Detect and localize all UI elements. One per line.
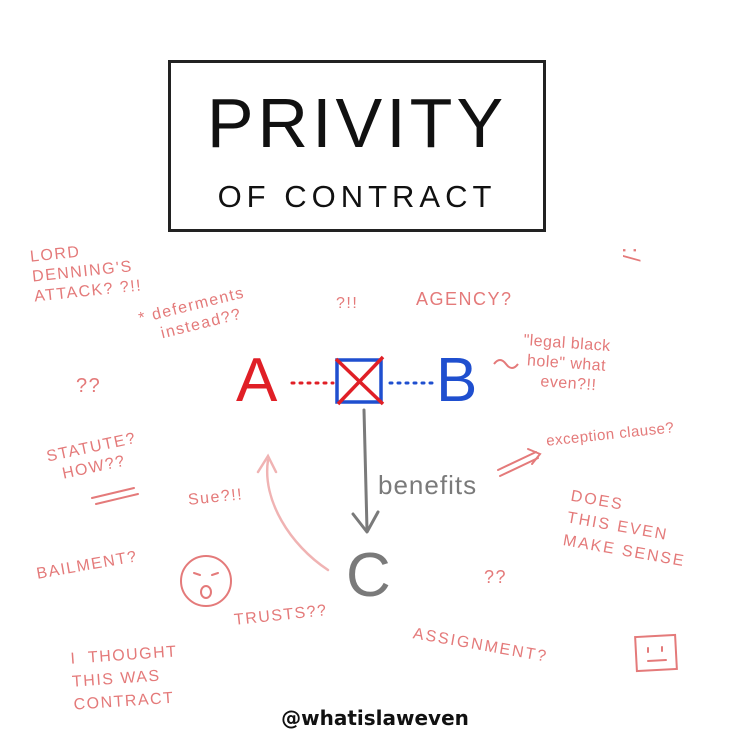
scared-face-icon [180, 555, 232, 607]
statute-underline [91, 487, 139, 505]
title-subtitle: OF CONTRACT [217, 179, 497, 214]
note-frown-mark: :/ [617, 246, 645, 264]
title-main: PRIVITY [206, 84, 508, 162]
exception-arrow-icon [497, 448, 542, 477]
party-a: A [236, 346, 278, 415]
title-box: PRIVITY OF CONTRACT [168, 60, 546, 232]
curved-arrow-icon [256, 453, 330, 572]
note-legal-black-hole: "legal black hole" what even?!! [520, 332, 612, 395]
author-handle: @whatislaweven [281, 706, 469, 730]
note-qmarks-mid: ?!! [336, 295, 359, 312]
neutral-face-icon [634, 633, 678, 673]
note-lord-denning: LORD DENNING'S ATTACK? ?!! [29, 243, 144, 306]
squiggle-mark [493, 359, 519, 369]
crossed-box-icon [334, 355, 385, 406]
note-qq-right: ?? [484, 567, 508, 587]
note-agency: AGENCY? [416, 289, 513, 309]
down-arrow-icon [351, 408, 380, 534]
benefits-label: benefits [378, 470, 478, 500]
note-qq-left: ?? [76, 375, 102, 397]
party-c: C [346, 541, 391, 610]
party-b: B [436, 346, 478, 415]
